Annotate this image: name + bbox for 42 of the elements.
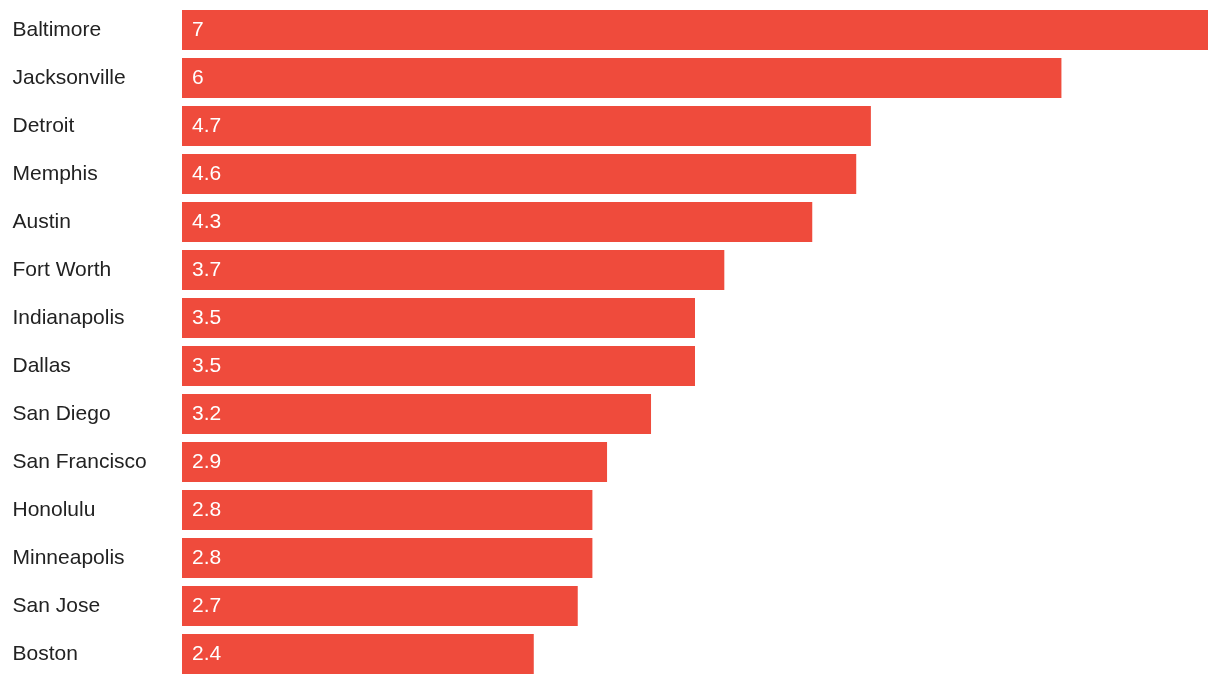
bar [182,538,593,578]
data-label: 2.8 [192,545,222,568]
data-label: 2.4 [192,641,222,664]
data-label: 3.2 [192,401,222,424]
bar [182,634,534,674]
bar [182,154,857,194]
y-tick-label: San Diego [12,401,111,424]
bar [182,490,593,530]
data-label: 2.9 [192,449,222,472]
y-tick-label: Jacksonville [12,65,126,88]
y-tick-label: San Francisco [12,449,147,472]
y-tick-label: Minneapolis [12,545,125,568]
data-label: 2.7 [192,593,222,616]
y-tick-label: Detroit [12,113,75,136]
data-label: 3.5 [192,353,222,376]
y-tick-label: Dallas [12,353,71,376]
data-label: 4.6 [192,161,222,184]
bar [182,10,1208,50]
y-tick-label: Boston [12,641,78,664]
bar [182,106,871,146]
bar [182,442,608,482]
bar [182,298,695,338]
data-label: 4.7 [192,113,222,136]
data-label: 2.8 [192,497,222,520]
bar [182,58,1062,98]
bar [182,346,695,386]
bar [182,394,652,434]
y-tick-label: Honolulu [12,497,96,520]
y-tick-label: Memphis [12,161,98,184]
data-label: 3.7 [192,257,222,280]
y-tick-label: Baltimore [12,17,102,40]
bar [182,250,725,290]
y-tick-label: Indianapolis [12,305,125,328]
y-tick-label: Fort Worth [12,257,112,280]
bar [182,586,578,626]
bar [182,202,813,242]
data-label: 3.5 [192,305,222,328]
y-tick-label: San Jose [12,593,101,616]
data-label: 7 [192,17,204,40]
data-label: 4.3 [192,209,222,232]
data-label: 6 [192,65,204,88]
y-tick-label: Austin [12,209,71,232]
